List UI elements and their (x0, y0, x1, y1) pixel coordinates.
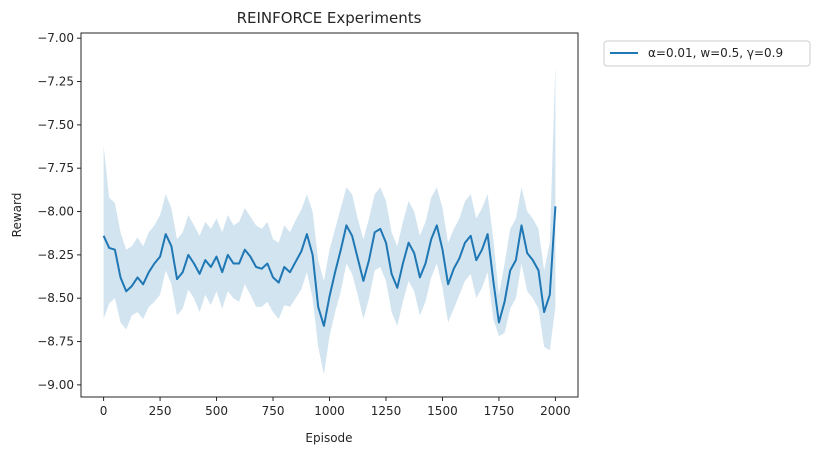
y-tick-label: −7.25 (37, 75, 74, 89)
x-tick-label: 2000 (540, 404, 571, 418)
x-tick-label: 750 (262, 404, 285, 418)
legend: α=0.01, w=0.5, γ=0.9 (603, 40, 811, 67)
series-line (102, 206, 557, 327)
y-tick-label: −8.75 (37, 335, 74, 349)
x-tick-label: 1500 (427, 404, 458, 418)
x-tick-label: 250 (149, 404, 172, 418)
x-tick-label: 1000 (314, 404, 345, 418)
x-tick-label: 0 (100, 404, 108, 418)
x-axis-label: Episode (305, 431, 352, 445)
x-axis: 0 250 500 750 1000 1250 1500 1750 2000 (100, 397, 571, 418)
legend-label: α=0.01, w=0.5, γ=0.9 (648, 46, 783, 60)
y-tick-label: −7.75 (37, 161, 74, 175)
y-tick-label: −7.50 (37, 118, 74, 132)
x-tick-label: 1750 (484, 404, 515, 418)
confidence-band (103, 64, 556, 375)
y-axis-label: Reward (10, 193, 24, 238)
plot-area (102, 64, 557, 375)
x-tick-label: 500 (205, 404, 228, 418)
y-tick-label: −9.00 (37, 378, 74, 392)
chart-title: REINFORCE Experiments (237, 9, 422, 27)
legend-frame (603, 40, 811, 67)
y-axis: −9.00 −8.75 −8.50 −8.25 −8.00 −7.75 −7.50 −7.25… (37, 31, 81, 392)
x-tick-label: 1250 (371, 404, 402, 418)
y-tick-label: −7.00 (37, 31, 74, 45)
y-tick-label: −8.25 (37, 248, 74, 262)
y-tick-label: −8.50 (37, 291, 74, 305)
y-tick-label: −8.00 (37, 205, 74, 219)
